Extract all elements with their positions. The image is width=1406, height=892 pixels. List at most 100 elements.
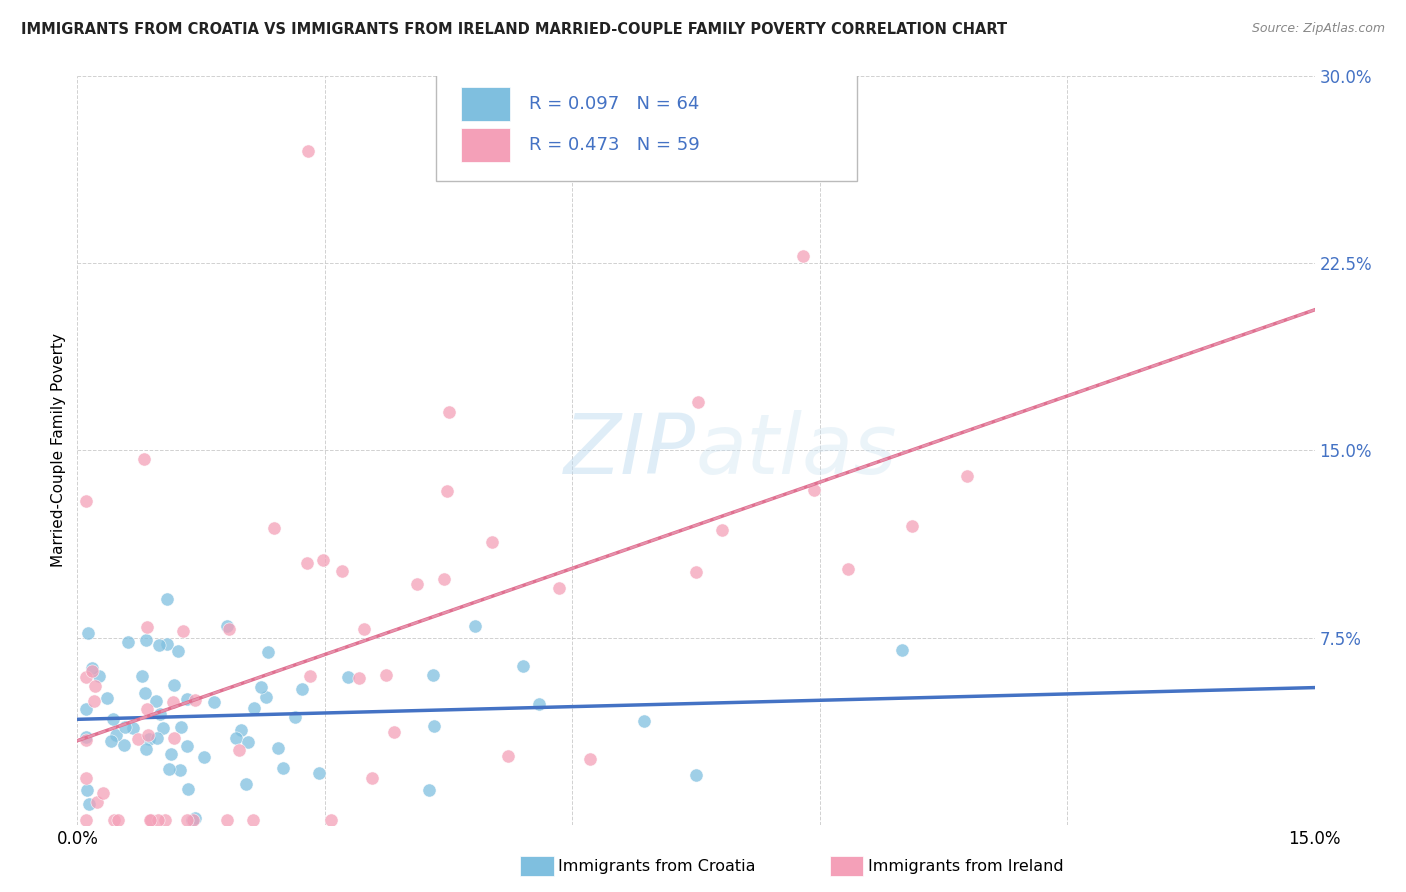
Point — [353, 622, 375, 636]
Point — [86, 795, 108, 809]
Point — [82, 665, 104, 679]
Point — [273, 761, 295, 775]
Point — [291, 681, 314, 696]
Point — [242, 813, 264, 827]
Point — [512, 659, 534, 673]
Point — [423, 719, 446, 733]
Point — [75, 670, 97, 684]
Point — [122, 721, 145, 735]
Text: IMMIGRANTS FROM CROATIA VS IMMIGRANTS FROM IRELAND MARRIED-COUPLE FAMILY POVERTY: IMMIGRANTS FROM CROATIA VS IMMIGRANTS FR… — [21, 22, 1007, 37]
Point — [134, 686, 156, 700]
Point — [360, 771, 382, 785]
Point — [792, 249, 814, 263]
Point — [136, 701, 159, 715]
Point — [138, 813, 160, 827]
Point — [75, 771, 97, 785]
Text: Immigrants from Ireland: Immigrants from Ireland — [868, 859, 1063, 873]
Point — [298, 669, 321, 683]
Point — [321, 813, 343, 827]
Point — [152, 721, 174, 735]
Point — [181, 813, 204, 827]
Point — [422, 667, 444, 681]
Point — [135, 620, 157, 634]
Point — [75, 702, 97, 716]
Point — [101, 712, 124, 726]
Point — [135, 742, 157, 756]
Point — [297, 144, 319, 158]
Point — [436, 484, 458, 499]
Point — [80, 661, 103, 675]
Point — [76, 783, 98, 797]
Point — [547, 581, 569, 595]
Y-axis label: Married-Couple Family Poverty: Married-Couple Family Poverty — [51, 334, 66, 567]
Point — [100, 734, 122, 748]
Point — [169, 720, 191, 734]
Point — [162, 695, 184, 709]
Point — [156, 591, 179, 606]
Point — [236, 735, 259, 749]
Point — [432, 572, 454, 586]
Point — [347, 671, 370, 685]
Point — [312, 553, 335, 567]
Point — [91, 786, 114, 800]
Point — [75, 733, 97, 747]
Point — [257, 645, 280, 659]
Text: Immigrants from Croatia: Immigrants from Croatia — [558, 859, 755, 873]
Point — [139, 813, 162, 827]
Point — [148, 638, 170, 652]
Point — [176, 813, 198, 827]
Point — [710, 523, 733, 537]
FancyBboxPatch shape — [461, 87, 510, 120]
Point — [225, 731, 247, 745]
Point — [578, 752, 600, 766]
Point — [117, 635, 139, 649]
Point — [295, 556, 318, 570]
Point — [112, 738, 135, 752]
Point — [330, 564, 353, 578]
Point — [75, 731, 97, 745]
Point — [374, 668, 396, 682]
Text: Source: ZipAtlas.com: Source: ZipAtlas.com — [1251, 22, 1385, 36]
Point — [685, 565, 707, 579]
Point — [163, 731, 186, 745]
Point — [176, 781, 198, 796]
Point — [157, 763, 180, 777]
Point — [956, 469, 979, 483]
Point — [176, 691, 198, 706]
Text: R = 0.473   N = 59: R = 0.473 N = 59 — [529, 136, 700, 153]
Point — [406, 577, 429, 591]
Point — [145, 694, 167, 708]
Point — [149, 706, 172, 721]
Point — [172, 624, 194, 639]
Point — [156, 637, 179, 651]
Point — [382, 724, 405, 739]
Point — [163, 678, 186, 692]
Point — [160, 747, 183, 762]
Point — [803, 483, 825, 498]
Point — [215, 618, 238, 632]
Point — [308, 765, 330, 780]
Text: ZIP: ZIP — [564, 410, 696, 491]
Point — [107, 813, 129, 827]
Point — [181, 813, 204, 827]
FancyBboxPatch shape — [436, 69, 856, 181]
Point — [193, 750, 215, 764]
FancyBboxPatch shape — [461, 128, 510, 162]
Point — [77, 625, 100, 640]
Point — [77, 797, 100, 812]
Point — [235, 777, 257, 791]
Point — [218, 622, 240, 636]
Point — [439, 405, 461, 419]
Point — [901, 518, 924, 533]
Point — [87, 669, 110, 683]
Point — [231, 723, 253, 737]
Point — [146, 813, 169, 827]
Point — [105, 728, 128, 742]
Point — [75, 494, 97, 508]
Point — [136, 728, 159, 742]
Point — [267, 741, 290, 756]
Point — [166, 644, 188, 658]
Point — [418, 782, 440, 797]
Point — [83, 679, 105, 693]
Point — [891, 643, 914, 657]
